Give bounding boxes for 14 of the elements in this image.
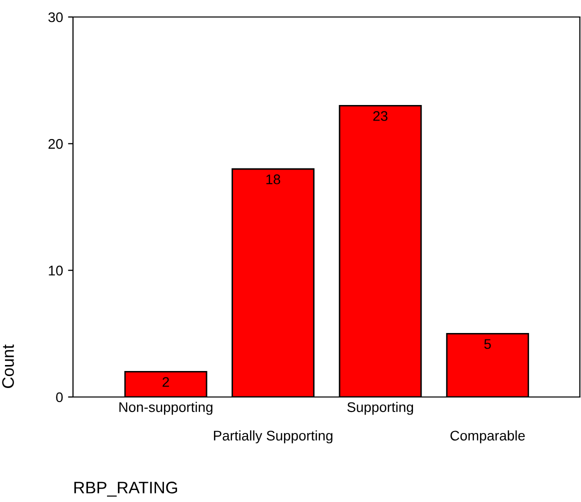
x-tick-label: Supporting [347, 402, 414, 415]
y-tick-label: 30 [48, 12, 63, 22]
data-label: 23 [373, 111, 388, 121]
y-tick-label: 10 [48, 266, 63, 276]
y-axis-title: Count [2, 344, 14, 388]
x-tick-label: Partially Supporting [214, 430, 332, 444]
data-label: 2 [162, 377, 169, 387]
y-tick-label: 20 [48, 139, 63, 149]
x-axis-title: RBP_RATING [74, 482, 178, 497]
x-tick-label: Comparable [450, 430, 525, 444]
data-label: 5 [484, 339, 491, 349]
y-tick-label: 0 [56, 392, 63, 402]
x-tick-label: Non-supporting [119, 402, 212, 415]
data-label: 18 [266, 174, 280, 184]
